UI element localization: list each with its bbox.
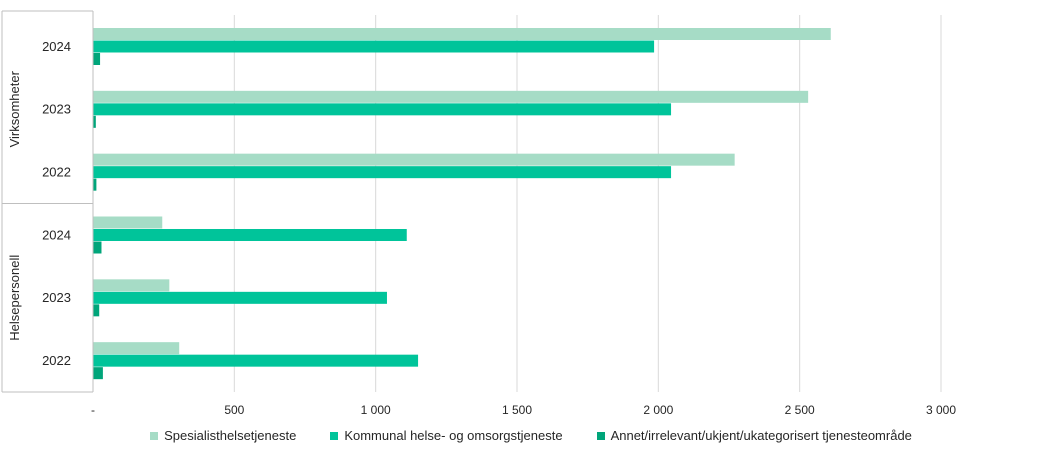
legend-swatch-spesialist bbox=[150, 431, 159, 440]
bar-0-1-2024 bbox=[93, 216, 163, 229]
legend-label-kommunal: Kommunal helse- og omsorgstjeneste bbox=[344, 428, 563, 443]
bar-0-1-2023 bbox=[93, 279, 170, 292]
legend-item-annet: Annet/irrelevant/ukjent/ukategorisert tj… bbox=[596, 428, 912, 443]
x-tick-label: 3 000 bbox=[926, 403, 956, 417]
legend-label-annet: Annet/irrelevant/ukjent/ukategorisert tj… bbox=[610, 428, 912, 443]
x-tick-label: 500 bbox=[224, 403, 244, 417]
bar-0-0-2024 bbox=[93, 28, 831, 40]
bar-2-0-2024 bbox=[93, 53, 101, 65]
bar-1-0-2023 bbox=[93, 103, 672, 116]
bar-1-1-2023 bbox=[93, 291, 387, 304]
legend-item-kommunal: Kommunal helse- og omsorgstjeneste bbox=[330, 428, 563, 443]
bar-0-1-2022 bbox=[93, 342, 180, 355]
bar-1-0-2022 bbox=[93, 166, 672, 179]
group-label: Helsepersonell bbox=[7, 255, 22, 341]
category-label: 2024 bbox=[42, 39, 71, 54]
bar-1-0-2024 bbox=[93, 40, 655, 53]
group-label: Virksomheter bbox=[7, 70, 22, 147]
legend-label-spesialist: Spesialisthelsetjeneste bbox=[164, 428, 297, 443]
bar-2-1-2022 bbox=[93, 367, 103, 380]
category-label: 2022 bbox=[42, 164, 71, 179]
bar-2-0-2023 bbox=[93, 115, 96, 128]
x-tick-label: 1 500 bbox=[502, 403, 532, 417]
bar-1-1-2024 bbox=[93, 229, 407, 241]
chart-plot: 2024 2023 2022 2024 2023 2022 Virksomheter Hels… bbox=[1, 10, 956, 417]
category-label: 2024 bbox=[42, 227, 71, 242]
x-tick-label: - bbox=[91, 403, 95, 417]
bar-0-0-2023 bbox=[93, 90, 809, 103]
x-tick-label: 1 000 bbox=[361, 403, 391, 417]
legend-swatch-kommunal bbox=[330, 431, 339, 440]
legend-item-spesialist: Spesialisthelsetjeneste bbox=[150, 428, 296, 443]
bar-2-1-2023 bbox=[93, 304, 100, 317]
category-label: 2022 bbox=[42, 353, 71, 368]
category-label: 2023 bbox=[42, 290, 71, 305]
x-tick-label: 2 000 bbox=[643, 403, 673, 417]
legend: Spesialisthelsetjeneste Kommunal helse- … bbox=[0, 428, 1062, 443]
category-label: 2023 bbox=[42, 102, 71, 117]
legend-swatch-annet bbox=[596, 431, 605, 440]
bar-1-1-2022 bbox=[93, 354, 419, 367]
bar-2-0-2022 bbox=[93, 178, 97, 191]
bar-2-1-2024 bbox=[93, 241, 102, 254]
x-tick-label: 2 500 bbox=[785, 403, 815, 417]
bar-0-0-2022 bbox=[93, 153, 735, 166]
